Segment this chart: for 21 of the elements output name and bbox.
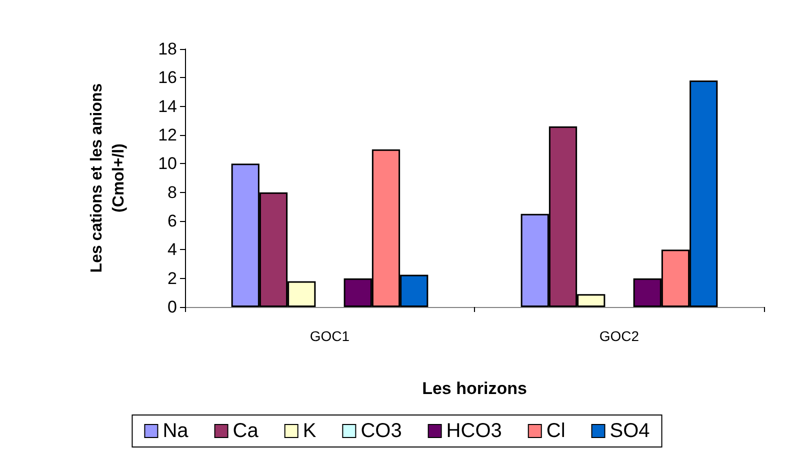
- y-tick-label: 4: [168, 240, 177, 260]
- legend-label: HCO3: [446, 420, 502, 442]
- x-axis-title: Les horizons: [422, 379, 527, 398]
- legend-label: SO4: [610, 420, 650, 442]
- x-tick-label: GOC2: [599, 328, 640, 344]
- y-axis-title: Les cations et les anions (Cmol+/l): [88, 83, 128, 273]
- y-tick-label: 14: [158, 96, 177, 116]
- legend-label: Ca: [232, 420, 260, 442]
- legend-label: Na: [162, 420, 190, 442]
- y-tick-label: 10: [158, 154, 177, 174]
- y-tick-label: 6: [168, 212, 177, 230]
- legend-label: K: [302, 420, 317, 442]
- y-tick-label: 16: [158, 68, 177, 88]
- legend-label: CO3: [360, 420, 402, 442]
- y-tick-label: 0: [168, 298, 177, 316]
- y-tick-label: 12: [158, 126, 177, 144]
- x-tick-label: GOC1: [310, 328, 350, 344]
- y-tick-label: 18: [158, 40, 177, 58]
- y-tick-label: 2: [168, 268, 177, 288]
- y-tick-label: 8: [168, 182, 177, 202]
- legend-label: Cl: [546, 420, 566, 442]
